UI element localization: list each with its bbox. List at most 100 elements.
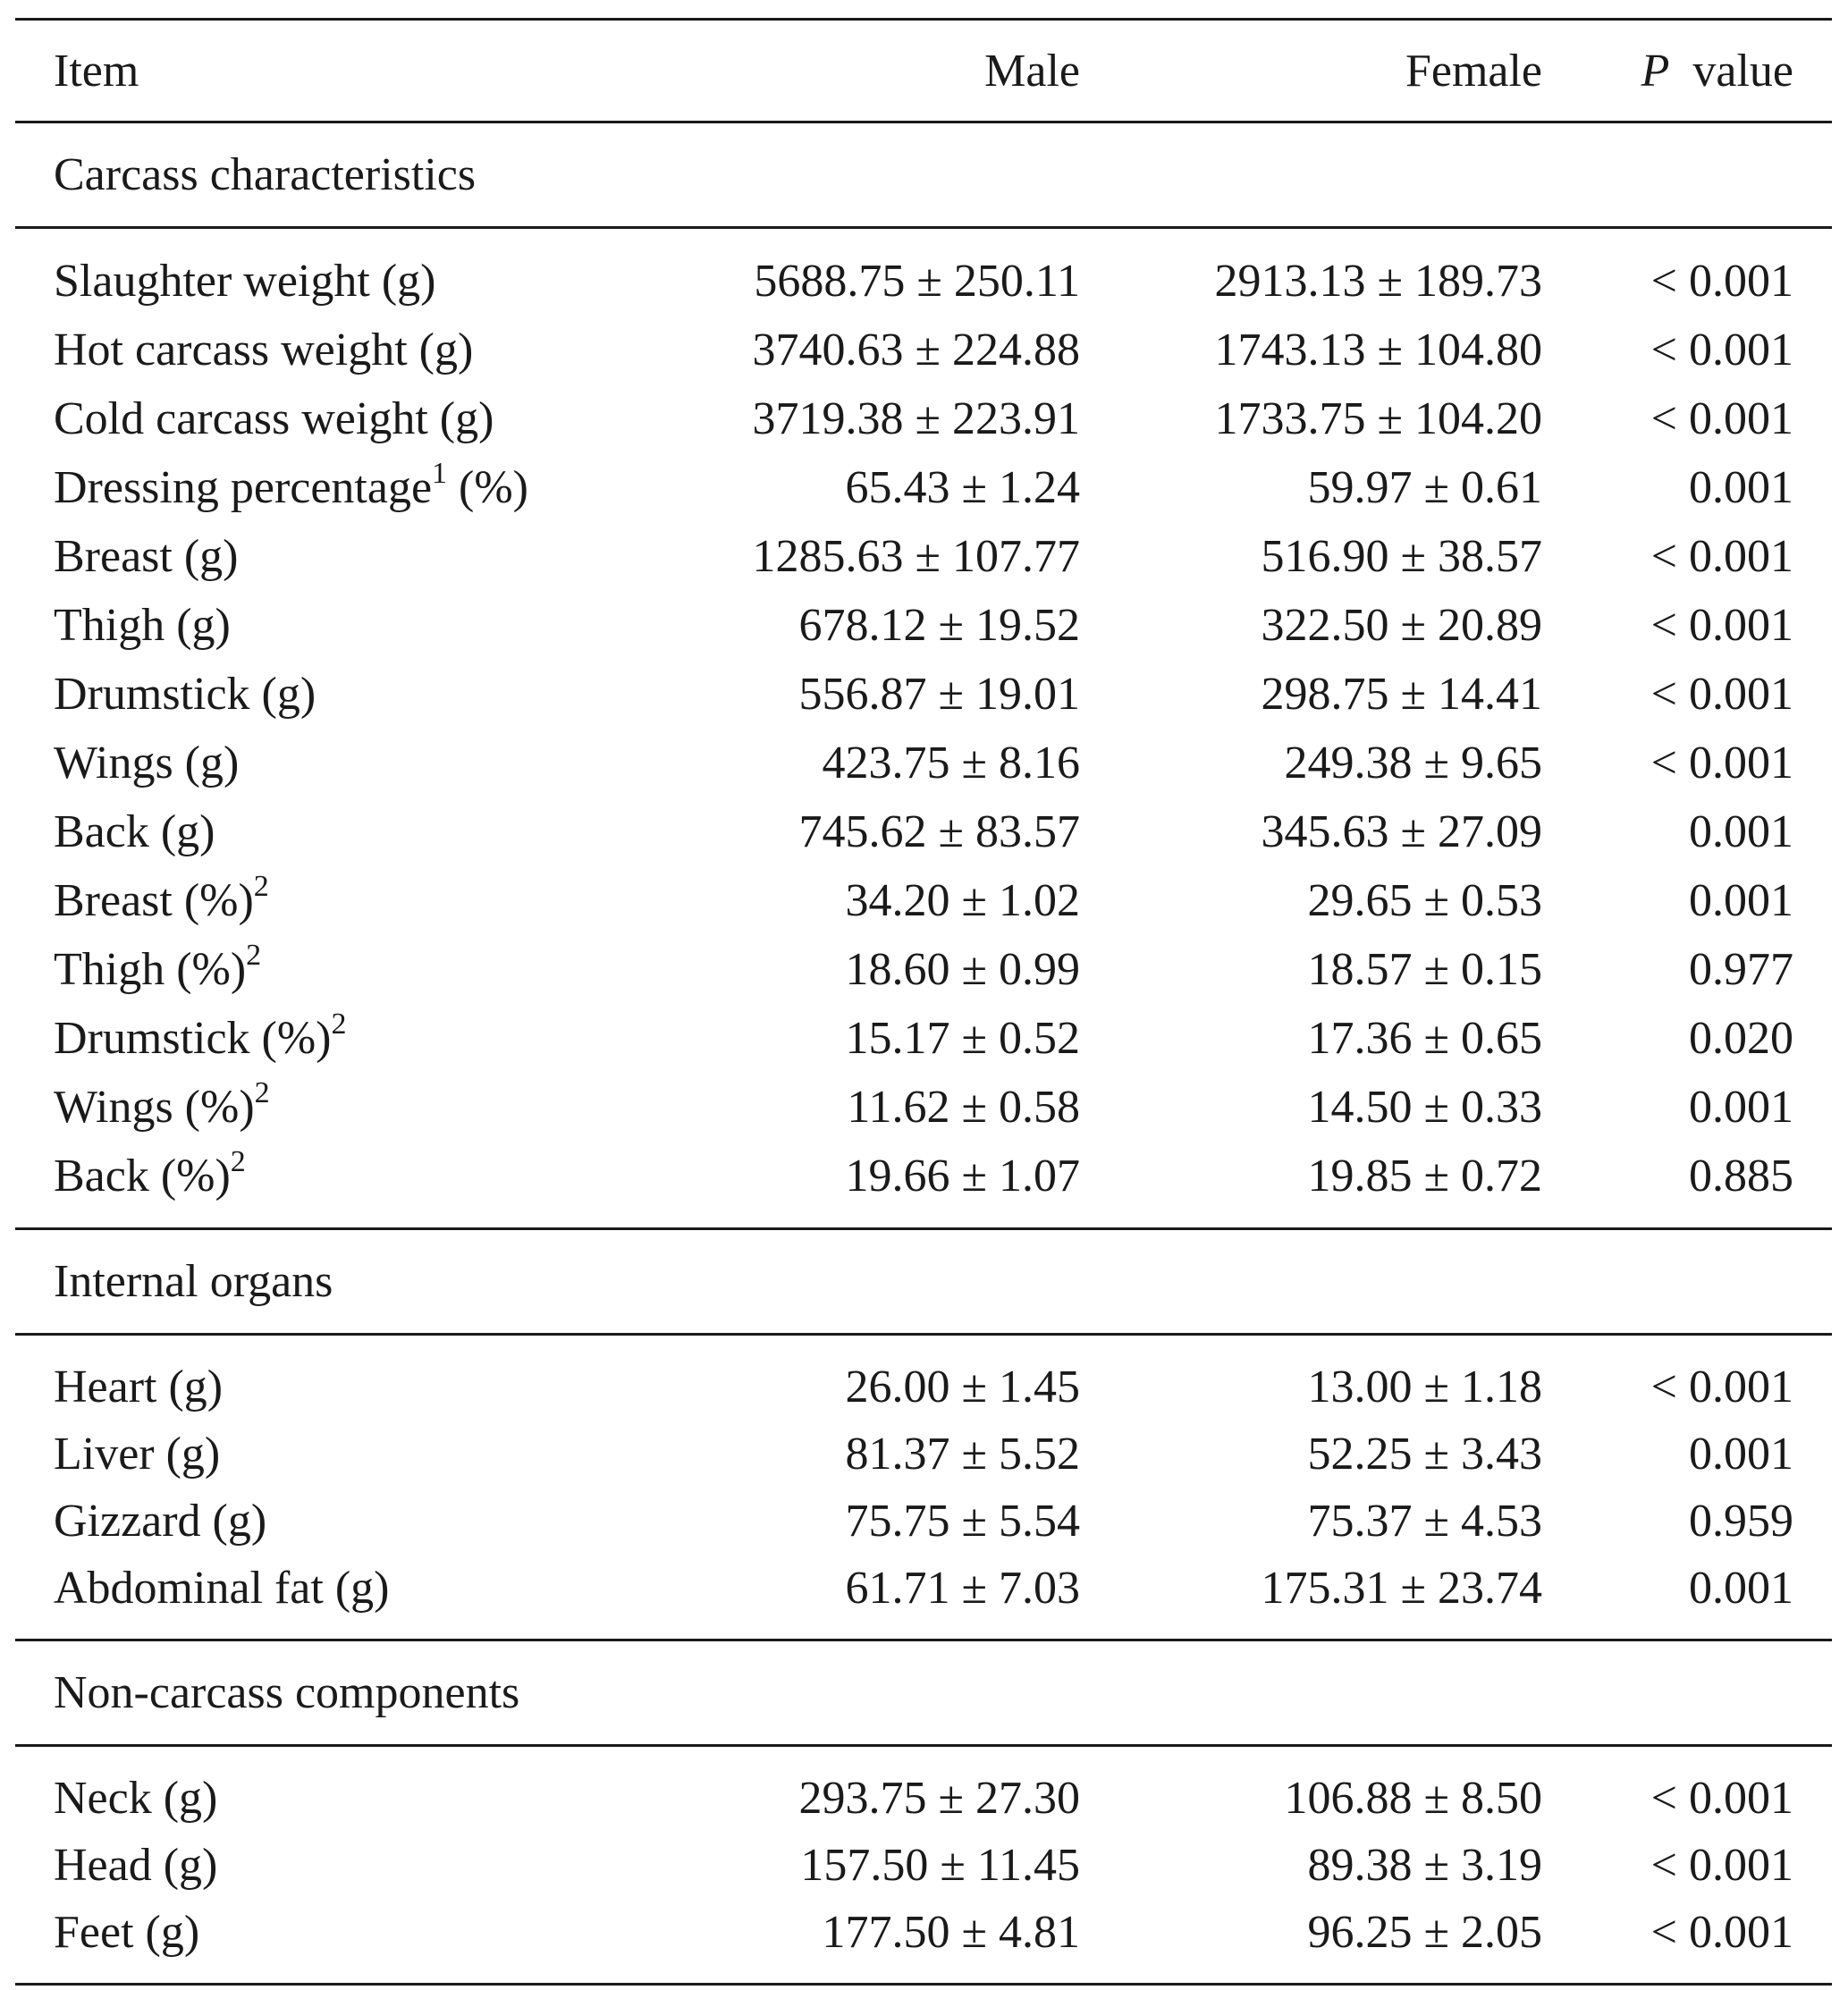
table-row: Dressing percentage1 (%) 65.43 ± 1.24 59.9… <box>15 453 1832 522</box>
cell-item: Gizzard (g) <box>15 1495 641 1547</box>
table-row: Drumstick (%)2 15.17 ± 0.52 17.36 ± 0.65 0.… <box>15 1004 1832 1073</box>
section-rule <box>15 121 1832 123</box>
item-label: Drumstick (%) <box>54 1013 332 1064</box>
item-label-suffix: (%) <box>447 462 528 513</box>
cell-female: 345.63 ± 27.09 <box>1261 806 1542 857</box>
cell-item: Heart (g) <box>15 1361 641 1413</box>
item-label: Cold carcass weight (g) <box>54 393 494 444</box>
table-row: Back (%)2 19.66 ± 1.07 19.85 ± 0.72 0.885 <box>15 1142 1832 1210</box>
item-label: Slaughter weight (g) <box>54 256 436 307</box>
item-label: Thigh (g) <box>54 600 231 651</box>
cell-p-value: < 0.001 <box>1650 1362 1793 1412</box>
section-rule <box>15 1333 1832 1336</box>
cell-item: Wings (%)2 <box>15 1078 641 1134</box>
table-row: Liver (g) 81.37 ± 5.52 52.25 ± 3.43 0.001 <box>15 1421 1832 1488</box>
cell-male: 11.62 ± 0.58 <box>847 1082 1080 1133</box>
cell-male: 678.12 ± 19.52 <box>798 600 1080 651</box>
cell-p-value: < 0.001 <box>1650 325 1793 375</box>
cell-p-value: < 0.001 <box>1650 531 1793 582</box>
cell-item: Wings (g) <box>15 737 641 789</box>
section-title: Carcass characteristics <box>54 149 477 200</box>
table-row: Abdominal fat (g) 61.71 ± 7.03 175.31 ± 23… <box>15 1555 1832 1622</box>
cell-female: 59.97 ± 0.61 <box>1307 462 1542 513</box>
footnote-marker: 1 <box>432 457 448 490</box>
table-row: Cold carcass weight (g) 3719.38 ± 223.91 1… <box>15 384 1832 453</box>
cell-female: 1743.13 ± 104.80 <box>1214 325 1542 375</box>
cell-female: 89.38 ± 3.19 <box>1307 1840 1542 1891</box>
header-p-italic: P <box>1641 45 1670 97</box>
cell-item: Slaughter weight (g) <box>15 255 641 308</box>
cell-male: 3719.38 ± 223.91 <box>752 393 1080 444</box>
table-row: Hot carcass weight (g) 3740.63 ± 224.88 17… <box>15 316 1832 384</box>
cell-item: Drumstick (%)2 <box>15 1009 641 1065</box>
section-rule <box>15 1227 1832 1230</box>
cell-p-value: 0.001 <box>1689 462 1793 513</box>
header-item: Item <box>54 45 139 97</box>
cell-male: 19.66 ± 1.07 <box>845 1151 1080 1202</box>
cell-male: 1285.63 ± 107.77 <box>752 531 1080 582</box>
cell-p-value: < 0.001 <box>1650 669 1793 720</box>
cell-p-value: < 0.001 <box>1650 738 1793 788</box>
cell-male: 61.71 ± 7.03 <box>845 1563 1080 1614</box>
cell-male: 26.00 ± 1.45 <box>845 1362 1080 1412</box>
cell-female: 18.57 ± 0.15 <box>1307 944 1542 995</box>
cell-male: 293.75 ± 27.30 <box>798 1773 1080 1824</box>
cell-p-value: < 0.001 <box>1650 1840 1793 1891</box>
table-row: Heart (g) 26.00 ± 1.45 13.00 ± 1.18 < 0.001 <box>15 1353 1832 1421</box>
table-row: Feet (g) 177.50 ± 4.81 96.25 ± 2.05 < 0.001 <box>15 1899 1832 1966</box>
item-label: Drumstick (g) <box>54 669 316 720</box>
table-row: Head (g) 157.50 ± 11.45 89.38 ± 3.19 < 0.00… <box>15 1832 1832 1899</box>
cell-female: 19.85 ± 0.72 <box>1307 1151 1542 1202</box>
cell-male: 75.75 ± 5.54 <box>845 1496 1080 1547</box>
cell-item: Hot carcass weight (g) <box>15 324 641 376</box>
table-row: Neck (g) 293.75 ± 27.30 106.88 ± 8.50 < 0.0… <box>15 1765 1832 1832</box>
cell-male: 157.50 ± 11.45 <box>800 1840 1080 1891</box>
cell-female: 75.37 ± 4.53 <box>1307 1496 1542 1547</box>
item-label: Dressing percentage <box>54 462 433 513</box>
header-p-rest: value <box>1692 45 1793 97</box>
bottom-rule <box>15 1983 1832 1986</box>
cell-male: 15.17 ± 0.52 <box>845 1013 1080 1064</box>
cell-female: 29.65 ± 0.53 <box>1307 875 1542 926</box>
cell-male: 81.37 ± 5.52 <box>845 1429 1080 1480</box>
cell-female: 96.25 ± 2.05 <box>1307 1907 1542 1958</box>
section-rule <box>15 1744 1832 1747</box>
section-rows: Neck (g) 293.75 ± 27.30 106.88 ± 8.50 < 0.0… <box>15 1747 1832 1983</box>
table-row: Thigh (g) 678.12 ± 19.52 322.50 ± 20.89 < 0… <box>15 591 1832 660</box>
item-label: Liver (g) <box>54 1429 221 1480</box>
cell-p-value: 0.020 <box>1689 1013 1793 1064</box>
cell-p-value: 0.977 <box>1689 944 1793 995</box>
cell-p-value: < 0.001 <box>1650 600 1793 651</box>
cell-male: 745.62 ± 83.57 <box>798 806 1080 857</box>
section-title: Internal organs <box>54 1256 333 1307</box>
table-row: Wings (g) 423.75 ± 8.16 249.38 ± 9.65 < 0.0… <box>15 729 1832 797</box>
table-row: Gizzard (g) 75.75 ± 5.54 75.37 ± 4.53 0.959 <box>15 1488 1832 1555</box>
cell-item: Feet (g) <box>15 1906 641 1959</box>
item-label: Wings (%) <box>54 1082 255 1133</box>
cell-female: 14.50 ± 0.33 <box>1307 1082 1542 1133</box>
cell-item: Neck (g) <box>15 1772 641 1825</box>
cell-item: Back (g) <box>15 805 641 858</box>
footnote-marker: 2 <box>246 939 262 972</box>
table-body: Carcass characteristics Slaughter weight … <box>15 121 1832 1986</box>
cell-female: 52.25 ± 3.43 <box>1307 1429 1542 1480</box>
footnote-marker: 2 <box>230 1145 246 1178</box>
item-label: Thigh (%) <box>54 944 247 995</box>
cell-item: Back (%)2 <box>15 1147 641 1202</box>
cell-item: Dressing percentage1 (%) <box>15 459 641 514</box>
section-rule <box>15 226 1832 229</box>
cell-item: Liver (g) <box>15 1428 641 1480</box>
cell-item: Breast (g) <box>15 530 641 583</box>
cell-male: 177.50 ± 4.81 <box>822 1907 1080 1958</box>
cell-female: 106.88 ± 8.50 <box>1284 1773 1542 1824</box>
header-p-value: P value <box>1542 45 1793 97</box>
cell-male: 18.60 ± 0.99 <box>845 944 1080 995</box>
cell-p-value: < 0.001 <box>1650 393 1793 444</box>
cell-p-value: 0.001 <box>1689 806 1793 857</box>
cell-male: 423.75 ± 8.16 <box>822 738 1080 788</box>
cell-item: Thigh (%)2 <box>15 940 641 996</box>
cell-item: Drumstick (g) <box>15 668 641 721</box>
cell-item: Abdominal fat (g) <box>15 1562 641 1615</box>
table-row: Slaughter weight (g) 5688.75 ± 250.11 2913… <box>15 247 1832 316</box>
cell-male: 3740.63 ± 224.88 <box>752 325 1080 375</box>
